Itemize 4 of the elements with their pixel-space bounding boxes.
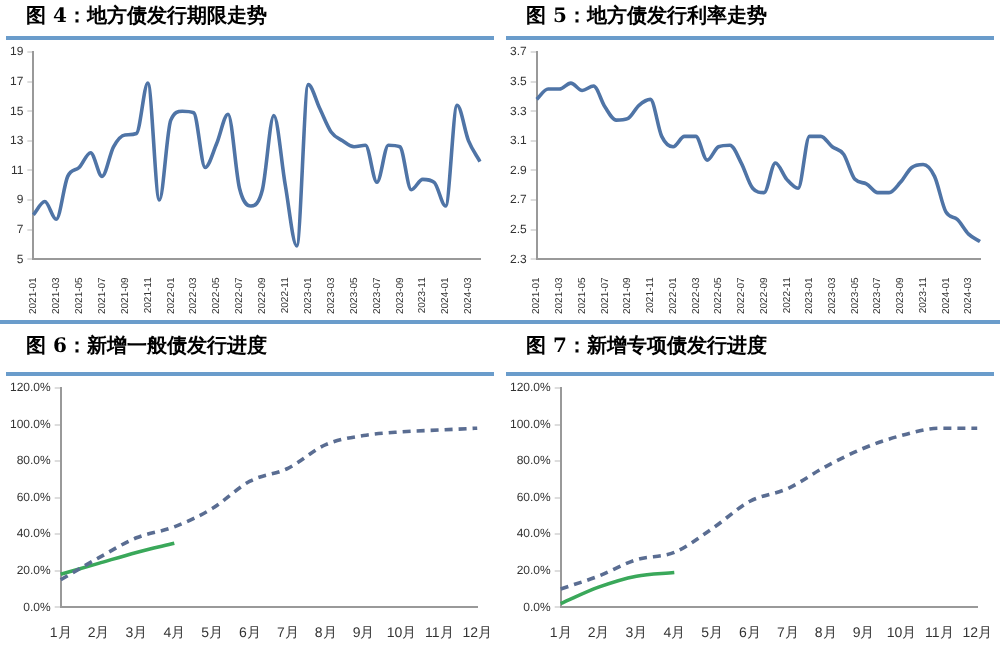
chart-title: 图 4：地方债发行期限走势 (6, 0, 494, 40)
chart-title: 图 7：新增专项债发行进度 (506, 324, 994, 376)
chart-title: 图 6：新增一般债发行进度 (6, 324, 494, 376)
chart-title: 图 5：地方债发行利率走势 (506, 0, 994, 40)
